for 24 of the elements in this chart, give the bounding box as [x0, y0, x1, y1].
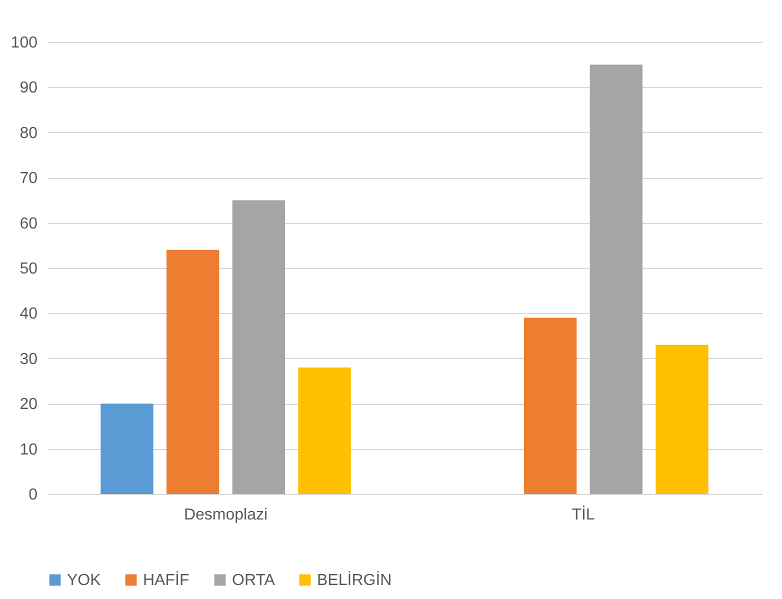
y-tick-label: 10 — [20, 441, 38, 458]
y-tick-label: 80 — [20, 124, 38, 142]
y-tick-label: 50 — [20, 260, 38, 278]
bar — [100, 404, 154, 494]
legend-label: YOK — [67, 572, 102, 589]
bar — [590, 64, 643, 494]
bar — [524, 318, 577, 494]
y-tick-label: 70 — [20, 170, 38, 188]
legend-label: ORTA — [232, 572, 276, 589]
bar — [656, 344, 708, 494]
legend-label: HAFİF — [143, 571, 190, 589]
y-tick-label: 30 — [20, 350, 38, 368]
bar — [298, 367, 351, 494]
y-tick-label: 90 — [20, 80, 38, 97]
y-tick-label: 0 — [28, 486, 38, 504]
legend-label: BELİRGİN — [317, 571, 392, 589]
y-tick-label: 20 — [20, 396, 38, 414]
x-tick-label: Desmoplazi — [184, 506, 268, 524]
y-tick-label: 40 — [20, 306, 38, 323]
bar — [166, 250, 220, 494]
x-tick-label: TİL — [572, 506, 595, 524]
y-tick-label: 100 — [10, 34, 38, 52]
y-tick-label: 60 — [20, 215, 38, 232]
bar — [232, 200, 286, 494]
